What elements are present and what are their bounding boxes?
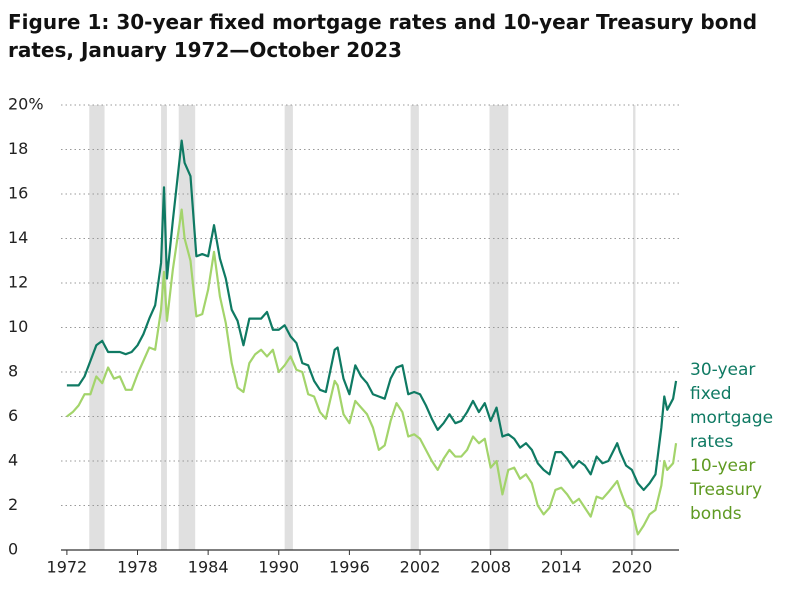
chart-title: Figure 1: 30-year fixed mortgage rates a… [8, 10, 758, 62]
x-tick-label: 2008 [470, 558, 511, 577]
x-tick-label: 1996 [329, 558, 370, 577]
y-tick-label: 14 [8, 228, 28, 247]
series-line [66, 208, 678, 536]
x-tick-label: 1978 [117, 558, 158, 577]
y-tick-label: 0 [8, 540, 18, 559]
x-tick-label: 2020 [612, 558, 653, 577]
recession-band [89, 105, 105, 550]
y-tick-label: 16 [8, 184, 28, 203]
y-tick-label: 12 [8, 273, 28, 292]
recession-band [633, 105, 636, 550]
series-label: 10-year Treasury bonds [690, 456, 763, 524]
recession-band [410, 105, 419, 550]
y-tick-label: 8 [8, 362, 18, 381]
series-line [66, 139, 678, 492]
y-tick-label: 18 [8, 139, 28, 158]
recession-band [161, 105, 167, 550]
series-label: 30-year fixed mortgage rates [690, 360, 774, 452]
y-tick-label: 4 [8, 451, 18, 470]
y-tick-label: 10 [8, 317, 28, 336]
recession-band [284, 105, 293, 550]
x-tick-label: 1972 [47, 558, 88, 577]
x-tick-label: 2014 [541, 558, 582, 577]
x-tick-label: 1984 [188, 558, 229, 577]
y-tick-label: 6 [8, 406, 18, 425]
x-tick-label: 1990 [258, 558, 299, 577]
y-tick-label: 20% [8, 95, 44, 114]
x-tick-label: 2002 [400, 558, 441, 577]
y-tick-label: 2 [8, 495, 18, 514]
